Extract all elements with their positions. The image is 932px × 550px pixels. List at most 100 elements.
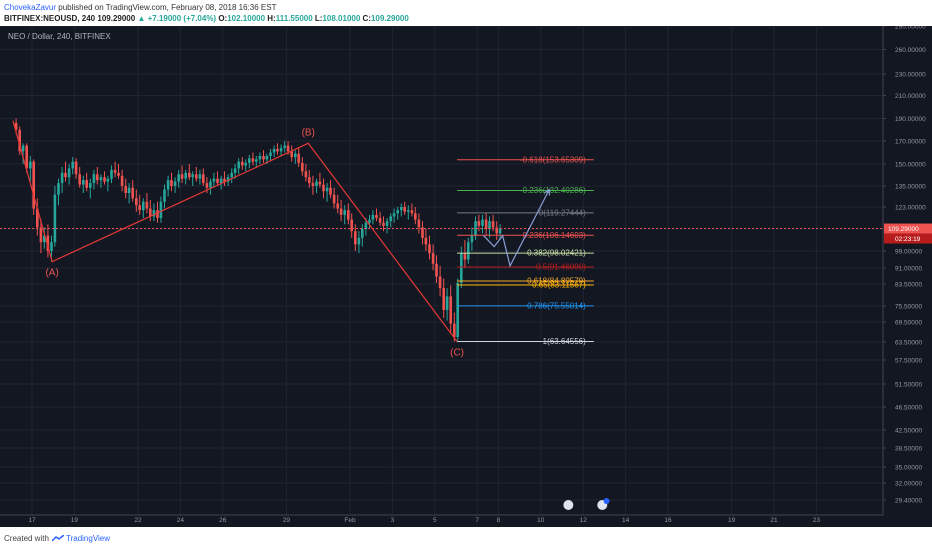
- candle-body: [152, 210, 156, 217]
- candle-body: [364, 222, 368, 229]
- ohlc-close-value: 109.29000: [370, 14, 409, 23]
- candle-body: [205, 183, 209, 188]
- ohlc-close-label: C:: [362, 14, 371, 23]
- candle-body: [230, 172, 234, 178]
- candle-body: [21, 145, 25, 152]
- y-tick-label: 260.00000: [895, 47, 926, 54]
- candle-body: [216, 178, 219, 184]
- candle-body: [57, 183, 60, 195]
- y-tick-label: 32.00000: [895, 481, 922, 488]
- y-tick-label: 91.00000: [895, 266, 922, 273]
- candle-body: [347, 210, 350, 220]
- candle-body: [29, 161, 32, 169]
- x-tick-label: 12: [580, 517, 588, 524]
- last-price: 109.29000: [97, 14, 136, 23]
- candle-body: [184, 172, 187, 179]
- x-tick-label: 29: [283, 517, 291, 524]
- candle-body: [248, 158, 251, 163]
- symbol-label: BITFINEX:NEOUSD, 240: [4, 14, 96, 23]
- candle-body: [177, 174, 181, 182]
- candle-body: [460, 253, 463, 283]
- tradingview-logo-icon: [52, 535, 64, 542]
- y-tick-label: 46.50000: [895, 405, 922, 412]
- candle-body: [127, 187, 131, 193]
- y-tick-label: 190.00000: [895, 116, 926, 123]
- candle-body: [110, 169, 113, 179]
- candle-body: [237, 161, 240, 169]
- candle-body: [431, 253, 435, 264]
- candle-body: [322, 184, 325, 192]
- tradingview-brand[interactable]: TradingView: [66, 534, 111, 543]
- ohlc-high-value: 111.55000: [275, 14, 313, 23]
- candle-body: [360, 229, 364, 238]
- candle-body: [417, 219, 421, 228]
- candle-body: [311, 183, 315, 186]
- fib-level-label: 1(63.64556): [543, 337, 586, 346]
- ohlc-open-value: 102.10000: [227, 14, 266, 23]
- candle-body: [276, 149, 279, 152]
- last-price-badge: [884, 223, 932, 234]
- y-tick-label: 99.00000: [895, 249, 922, 256]
- y-tick-label: 69.50000: [895, 320, 922, 327]
- candle-body: [286, 145, 290, 152]
- fib-level-label: 0.786(75.55014): [527, 301, 586, 310]
- candle-body: [375, 214, 378, 218]
- author-link[interactable]: ChovekaZavur: [4, 3, 57, 12]
- x-tick-label: 5: [433, 517, 437, 524]
- ohlc-low-label: L:: [314, 14, 323, 23]
- candle-body: [173, 181, 177, 186]
- candle-body: [445, 296, 449, 310]
- candle-body: [95, 174, 99, 181]
- candle-body: [156, 210, 159, 218]
- candle-body: [42, 235, 46, 243]
- candle-body: [124, 186, 128, 193]
- candle-body: [488, 221, 491, 229]
- ohlc-open-label: O:: [218, 14, 228, 23]
- candle-body: [138, 205, 141, 211]
- candle-body: [442, 288, 446, 310]
- candle-body: [463, 253, 467, 260]
- y-tick-label: 135.00000: [895, 184, 926, 191]
- candle-body: [53, 194, 57, 243]
- candle-body: [368, 219, 371, 223]
- candle-body: [456, 282, 459, 337]
- published-text: published on TradingView.com, February 0…: [58, 3, 277, 12]
- fib-level-label: 0(119.27444): [539, 208, 586, 217]
- y-tick-label: 150.00000: [895, 162, 926, 169]
- chart-area[interactable]: NEO / Dollar, 240, BITFINEX 290.00000 260.…: [0, 26, 932, 527]
- candle-body: [453, 323, 456, 337]
- chart-footer: Created with TradingView: [0, 527, 932, 550]
- candle-body: [382, 222, 385, 226]
- y-tick-label: 210.00000: [895, 93, 926, 100]
- y-tick-label: 170.00000: [895, 139, 926, 146]
- candle-body: [336, 203, 340, 209]
- ohlc-high-label: H:: [267, 14, 276, 23]
- up-arrow-icon: ▲: [137, 14, 146, 23]
- candle-body: [385, 221, 389, 226]
- wave-label: (A): [45, 268, 58, 279]
- wave-label: (B): [302, 127, 315, 138]
- candle-body: [470, 235, 474, 243]
- candle-body: [396, 210, 399, 214]
- candle-body: [424, 237, 428, 245]
- candle-body: [421, 227, 424, 238]
- x-tick-label: 7: [475, 517, 479, 524]
- candle-body: [85, 180, 88, 188]
- x-tick-label: 26: [219, 517, 227, 524]
- y-tick-label: 75.50000: [895, 304, 922, 311]
- candle-body: [283, 145, 287, 148]
- fib-level-label: 0.5(91.46000): [536, 263, 586, 272]
- abc-wave-line: [12, 120, 458, 342]
- candle-body: [495, 227, 499, 234]
- candle-body: [106, 178, 110, 182]
- candle-body: [325, 187, 329, 192]
- candle-body: [74, 161, 78, 175]
- candle-body: [25, 145, 28, 169]
- candle-body: [131, 187, 134, 199]
- candle-body: [258, 155, 262, 160]
- candle-body: [491, 221, 495, 228]
- candle-body: [135, 198, 138, 206]
- fib-level-label: 0.382(98.02421): [527, 249, 586, 258]
- price-chart[interactable]: NEO / Dollar, 240, BITFINEX290.00000260.…: [0, 26, 932, 527]
- projection-arrowhead-icon: [543, 188, 551, 196]
